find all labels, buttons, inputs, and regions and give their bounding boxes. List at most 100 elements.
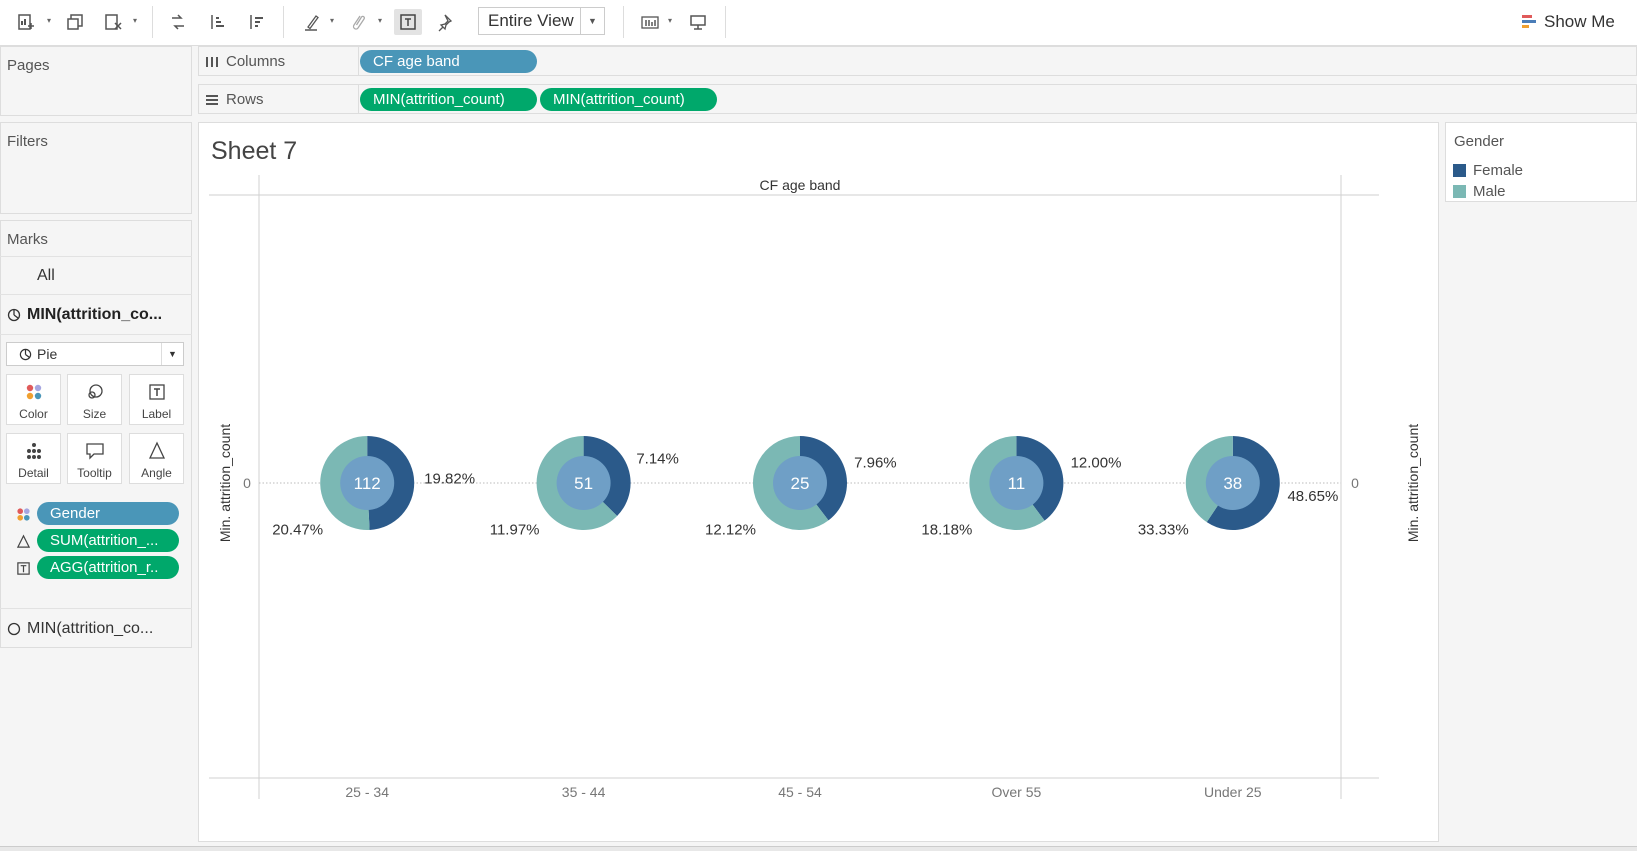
chevron-down-icon[interactable]: ▾ [668, 16, 673, 25]
show-cards-icon[interactable] [636, 9, 664, 35]
column-header-label: CF age band [760, 177, 841, 193]
label-card-label: Label [141, 407, 172, 421]
columns-shelf[interactable]: Columns CF age band [198, 46, 1637, 76]
size-card-label: Size [82, 407, 107, 421]
size-icon [87, 384, 103, 399]
pie-icon [19, 348, 32, 360]
rows-shelf[interactable]: Rows MIN(attrition_count) MIN(attrition_… [198, 84, 1637, 114]
fit-view-value: Entire View [488, 11, 574, 30]
label-icon [148, 384, 165, 400]
marks-all-tab[interactable]: All [0, 256, 192, 295]
detail-card-label: Detail [18, 466, 49, 480]
fit-view-dropdown[interactable]: Entire View ▼ [478, 7, 605, 35]
size-card-button[interactable]: Size [67, 374, 122, 425]
y-axis-title-right: Min. attrition_count [1405, 424, 1421, 542]
angle-card-button[interactable]: Angle [129, 433, 184, 484]
columns-label: Columns [205, 53, 285, 70]
filters-title: Filters [7, 133, 48, 150]
pages-title: Pages [7, 57, 50, 74]
min-attrition-row-pill-1[interactable]: MIN(attrition_count) [360, 88, 537, 111]
columns-label-text: Columns [226, 53, 286, 70]
color-card-button[interactable]: Color [6, 374, 61, 425]
group-members-icon[interactable] [344, 9, 372, 35]
angle-card-label: Angle [141, 466, 172, 480]
chevron-down-icon[interactable]: ▾ [378, 16, 383, 25]
highlight-icon[interactable] [298, 9, 326, 35]
label-card-button[interactable]: Label [129, 374, 184, 425]
agg-attrition-label-pill[interactable]: AGG(attrition_r.. [37, 556, 179, 579]
pie-chart: CF age band Min. attrition_count Min. attr… [209, 175, 1421, 800]
marks-title: Marks [7, 231, 48, 248]
clear-sheet-icon[interactable] [99, 9, 127, 35]
pie-center-circle [1205, 456, 1260, 510]
gender-color-pill[interactable]: Gender [37, 502, 179, 525]
tooltip-card-label: Tooltip [77, 466, 112, 480]
data-label-male: 33.33% [1138, 522, 1189, 539]
filters-shelf[interactable]: Filters [0, 122, 192, 214]
marks-second-tab[interactable]: MIN(attrition_co... [0, 608, 192, 648]
presentation-mode-icon[interactable] [684, 9, 712, 35]
show-me-label: Show Me [1544, 12, 1615, 31]
pie-center-circle [340, 456, 395, 510]
data-label-female: 7.96% [854, 454, 897, 471]
chevron-down-icon[interactable]: ▾ [133, 16, 138, 25]
marks-second-label: MIN(attrition_co... [27, 620, 154, 637]
tooltip-icon [85, 443, 104, 460]
legend-item-male[interactable]: Male [1453, 182, 1506, 200]
toolbar-divider [283, 6, 284, 38]
pie-center-value: 11 [1008, 474, 1026, 493]
sort-descending-icon[interactable] [242, 9, 270, 35]
x-tick-label: Over 55 [991, 784, 1041, 800]
y-tick-right: 0 [1351, 475, 1359, 491]
color-card-label: Color [19, 407, 48, 421]
sort-ascending-icon[interactable] [203, 9, 231, 35]
chevron-down-icon[interactable]: ▾ [47, 16, 52, 25]
angle-encoding-icon [15, 533, 31, 549]
color-encoding-icon [15, 506, 31, 522]
shelf-divider [358, 85, 359, 113]
toolbar-divider [623, 6, 624, 38]
color-icon [26, 384, 41, 400]
chevron-down-icon: ▼ [580, 8, 604, 34]
gender-legend: Gender Female Male [1445, 122, 1637, 202]
swap-rows-columns-icon[interactable] [164, 9, 192, 35]
worksheet-view: Sheet 7 CF age band Min. attrition_count M… [198, 122, 1439, 842]
legend-label-male: Male [1473, 182, 1506, 200]
tooltip-card-button[interactable]: Tooltip [67, 433, 122, 484]
status-bar [0, 846, 1637, 851]
detail-card-button[interactable]: Detail [6, 433, 61, 484]
rows-label: Rows [205, 91, 264, 108]
show-me-icon [1522, 15, 1536, 28]
chevron-down-icon[interactable]: ▾ [330, 16, 335, 25]
show-me-button[interactable]: Show Me [1522, 9, 1615, 35]
angle-icon [148, 441, 165, 459]
data-label-female: 7.14% [636, 451, 679, 468]
marks-active-tab[interactable]: MIN(attrition_co... [0, 296, 192, 335]
data-label-male: 18.18% [921, 522, 972, 539]
pie-center-circle [773, 456, 827, 510]
x-tick-label: Under 25 [1204, 784, 1262, 800]
x-tick-label: 45 - 54 [778, 784, 822, 800]
shelf-divider [358, 47, 359, 75]
pages-shelf[interactable]: Pages [0, 46, 192, 116]
legend-swatch-female [1453, 163, 1466, 177]
x-tick-label: 25 - 34 [345, 784, 389, 800]
mark-type-dropdown[interactable]: Pie ▼ [6, 342, 184, 366]
toolbar-divider [725, 6, 726, 38]
new-worksheet-icon[interactable] [12, 9, 40, 35]
duplicate-sheet-icon[interactable] [61, 9, 89, 35]
show-mark-labels-icon[interactable] [394, 9, 422, 35]
pie-center-value: 25 [791, 474, 810, 493]
pie-center-value: 51 [574, 474, 593, 493]
detail-icon [26, 443, 41, 459]
pie-icon [7, 308, 21, 322]
legend-item-female[interactable]: Female [1453, 161, 1523, 179]
cf-age-band-pill[interactable]: CF age band [360, 50, 537, 73]
fix-axes-pin-icon[interactable] [432, 9, 460, 35]
legend-label-female: Female [1473, 161, 1524, 179]
min-attrition-row-pill-2[interactable]: MIN(attrition_count) [540, 88, 717, 111]
data-label-male: 12.12% [705, 522, 756, 539]
y-axis-title-left: Min. attrition_count [217, 424, 233, 542]
legend-swatch-male [1453, 184, 1466, 198]
sum-attrition-angle-pill[interactable]: SUM(attrition_... [37, 529, 179, 552]
